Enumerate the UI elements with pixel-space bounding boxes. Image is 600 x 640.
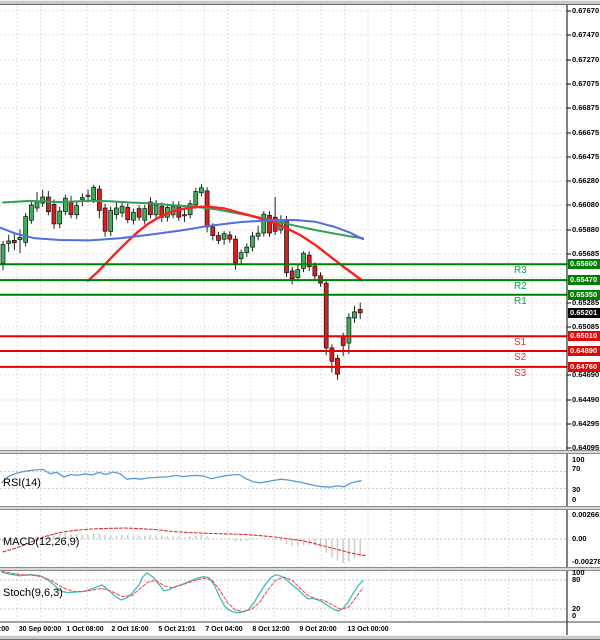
- price-tick-label: 0.64095: [572, 443, 600, 452]
- rsi-scale-label: 70: [572, 464, 581, 473]
- rsi-indicator-label: RSI(14): [3, 477, 41, 489]
- price-tick-label: 0.67470: [572, 30, 600, 39]
- price-tick-label: 0.64490: [572, 395, 600, 404]
- macd-scale-label: 0.002661: [572, 510, 600, 519]
- time-label: 2 Oct 16:00: [111, 626, 149, 633]
- time-label: 0:00: [0, 626, 10, 633]
- time-label: 1 Oct 08:00: [66, 626, 104, 633]
- level-label-s1: S1: [514, 337, 527, 348]
- time-label: 8 Oct 12:00: [252, 626, 290, 633]
- ma-green-line: [2, 199, 364, 240]
- stoch-scale-label: 80: [572, 575, 581, 584]
- level-label-r3: R3: [514, 265, 527, 276]
- panel-divider-main-rsi[interactable]: [0, 450, 600, 454]
- stoch-scale-label: 0: [572, 611, 577, 620]
- price-badge-r3: 0.65600: [568, 259, 600, 269]
- time-label: 5 Oct 21:01: [158, 626, 196, 633]
- stoch-indicator-label: Stoch(9,6,3): [3, 587, 63, 599]
- time-label: 13 Oct 00:00: [347, 626, 389, 633]
- macd-scale-label: 0.00: [572, 534, 587, 543]
- rsi-line: [1, 468, 362, 488]
- macd-histogram: [2, 533, 361, 563]
- price-tick-label: 0.65085: [572, 322, 600, 331]
- stoch-scale-label: 20: [572, 604, 581, 613]
- time-label: 30 Sep 00:00: [18, 626, 62, 633]
- price-tick-label: 0.66080: [572, 200, 600, 209]
- price-badge-s1: 0.65010: [568, 331, 600, 341]
- resistance-lines: [0, 263, 567, 296]
- stoch-k-line: [1, 571, 364, 614]
- price-badge-s2: 0.64890: [568, 346, 600, 356]
- price-tick-label: 0.66280: [572, 176, 600, 185]
- macd-signal-line: [2, 527, 366, 556]
- window-top-edge: [0, 0, 600, 5]
- time-label: 9 Oct 20:00: [299, 626, 337, 633]
- price-tick-label: 0.67270: [572, 55, 600, 64]
- price-tick-label: 0.65685: [572, 249, 600, 258]
- macd-indicator-label: MACD(12,26,9): [3, 536, 80, 548]
- indicator-level-lines: [0, 471, 567, 610]
- price-badge-s3: 0.64760: [568, 362, 600, 372]
- price-badge-r2: 0.65470: [568, 275, 600, 285]
- ma-red-line: [86, 205, 364, 282]
- price-tick-label: 0.64295: [572, 419, 600, 428]
- price-tick-label: 0.65880: [572, 225, 600, 234]
- rsi-scale-label: 30: [572, 485, 581, 494]
- level-label-s2: S2: [514, 352, 527, 363]
- ma-blue-line: [0, 219, 364, 242]
- stoch-scale-label: 100: [572, 568, 585, 577]
- price-tick-label: 0.67075: [572, 79, 600, 88]
- price-tick-label: 0.66475: [572, 152, 600, 161]
- panel-divider-macd-stoch[interactable]: [0, 567, 600, 571]
- rsi-scale-label: 0: [572, 495, 577, 504]
- stoch-d-line: [1, 570, 364, 613]
- rsi-scale-label: 100: [572, 455, 585, 464]
- price-tick-label: 0.65285: [572, 298, 600, 307]
- price-axis-line: [566, 0, 571, 635]
- level-label-s3: S3: [514, 368, 527, 379]
- time-label: 7 Oct 04:00: [205, 626, 243, 633]
- macd-scale-label: -0.002787: [572, 557, 600, 566]
- level-label-r1: R1: [514, 296, 527, 307]
- window-bottom-edge: [0, 635, 600, 640]
- level-label-r2: R2: [514, 281, 527, 292]
- panel-divider-rsi-macd[interactable]: [0, 506, 600, 510]
- price-tick-label: 0.64690: [572, 370, 600, 379]
- grid: [0, 5, 567, 622]
- price-tick-label: 0.66875: [572, 103, 600, 112]
- price-badge-r1: 0.65350: [568, 290, 600, 300]
- price-tick-label: 0.67670: [572, 6, 600, 15]
- current-price-badge: 0.65201: [568, 308, 600, 318]
- price-tick-label: 0.66675: [572, 128, 600, 137]
- support-lines: [0, 335, 567, 368]
